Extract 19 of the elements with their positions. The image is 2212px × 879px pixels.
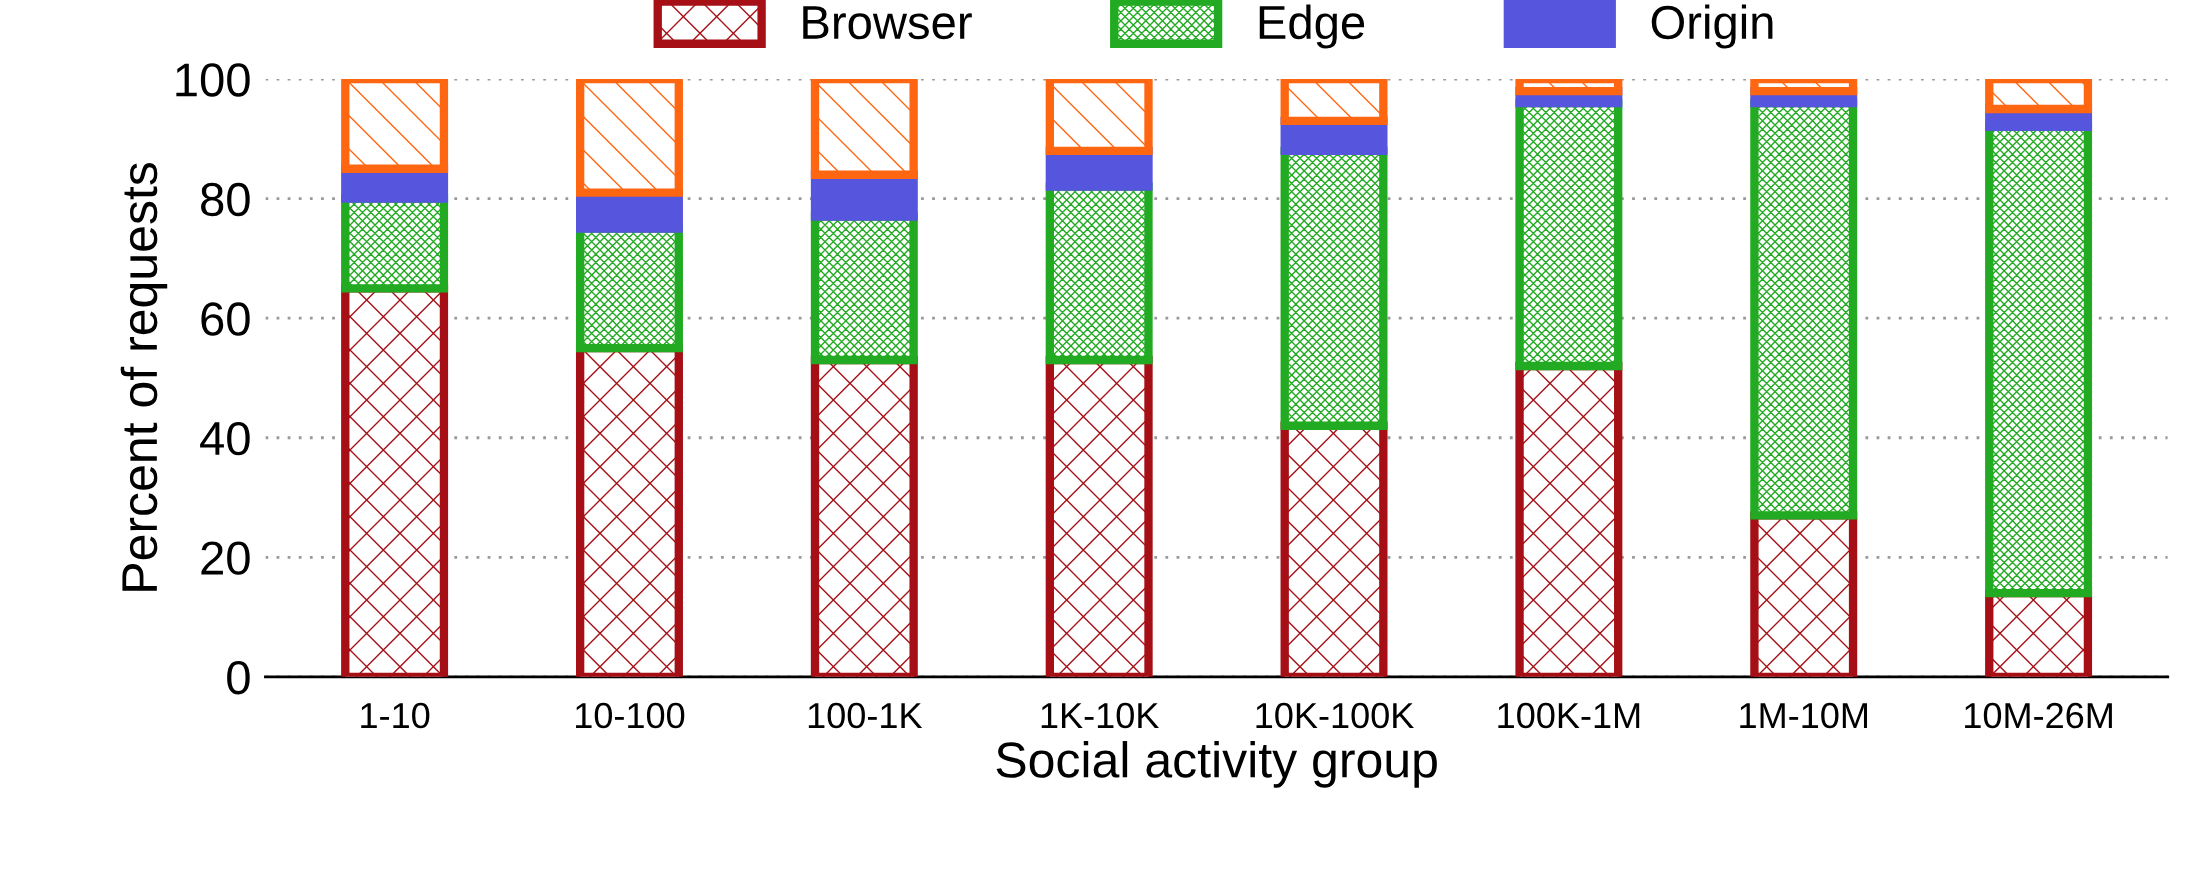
x-tick-label: 10-100 xyxy=(576,702,685,729)
x-tick-label: 100-1K xyxy=(808,702,923,729)
x-tick-label: 1K-10K xyxy=(1041,702,1159,729)
y-axis-title: Percent of requests xyxy=(120,162,168,591)
y-tick-label: 20 xyxy=(201,541,250,575)
y-tick-label: 80 xyxy=(201,182,250,217)
legend-label: Edge xyxy=(1259,4,1365,49)
x-tick-label: 1-10 xyxy=(361,702,430,729)
x-axis-title: Social activity group xyxy=(996,741,1437,788)
x-tick-label: 1M-10M xyxy=(1740,702,1867,729)
y-tick-label: 100 xyxy=(176,63,250,97)
legend-label: Browser xyxy=(803,6,972,40)
x-tick-label: 100K-1M xyxy=(1498,702,1640,729)
y-tick-label: 60 xyxy=(201,302,250,336)
y-tick-label: 0 xyxy=(227,660,250,695)
y-tick-label: 40 xyxy=(200,421,250,456)
x-tick-label: 10K-100K xyxy=(1256,702,1414,729)
x-tick-label: 10M-26M xyxy=(1965,702,2112,729)
legend-label: Origin xyxy=(1651,4,1773,49)
